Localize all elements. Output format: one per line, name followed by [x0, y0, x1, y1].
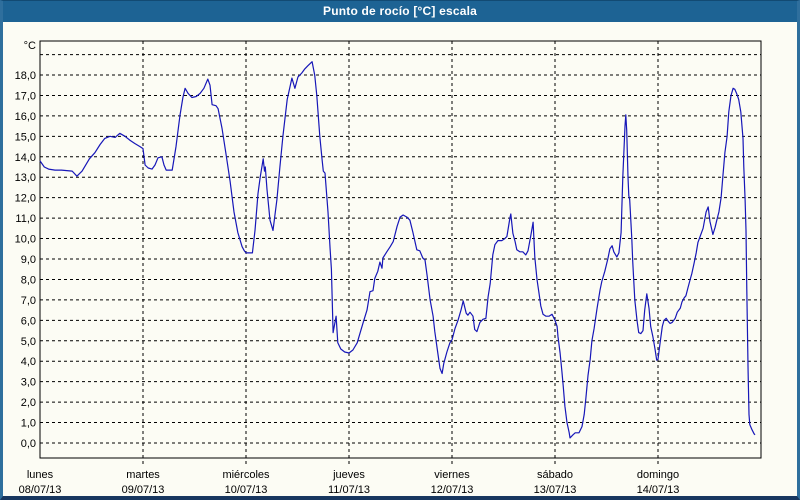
- dew-point-chart: °C 0,0 1,0 2,0 3,0 4,0 5,0 6,0 7,0 8,0 9,0 10,0 11,0…: [15, 40, 762, 496]
- y-tick-label: 15,0: [15, 131, 36, 143]
- x-day-name: lunes: [27, 469, 54, 481]
- x-day-date: 13/07/13: [534, 484, 577, 496]
- y-tick-label: 4,0: [21, 356, 36, 368]
- x-day-name: sábado: [537, 469, 573, 481]
- y-tick-label: 3,0: [21, 377, 36, 389]
- y-tick-label: 8,0: [21, 274, 36, 286]
- y-tick-label: 0,0: [21, 438, 36, 450]
- x-day-date: 08/07/13: [19, 484, 62, 496]
- y-tick-label: 14,0: [15, 152, 36, 164]
- y-tick-label: 18,0: [15, 70, 36, 82]
- chart-area: °C 0,0 1,0 2,0 3,0 4,0 5,0 6,0 7,0 8,0 9,0 10,0 11,0…: [3, 22, 797, 496]
- title-bar: Punto de rocío [°C] escala: [3, 1, 797, 22]
- y-tick-label: 6,0: [21, 315, 36, 327]
- y-tick-label: 11,0: [15, 213, 36, 225]
- x-day-date: 14/07/13: [637, 484, 680, 496]
- y-tick-label: 5,0: [21, 336, 36, 348]
- y-tick-label: 17,0: [15, 90, 36, 102]
- chart-title: Punto de rocío [°C] escala: [322, 4, 478, 18]
- x-day-name: viernes: [434, 469, 470, 481]
- plot-border: [39, 40, 762, 459]
- x-day-date: 12/07/13: [431, 484, 474, 496]
- x-day-name: martes: [126, 469, 160, 481]
- y-tick-label: 2,0: [21, 397, 36, 409]
- y-tick-label: 12,0: [15, 193, 36, 205]
- x-day-name: jueves: [332, 469, 365, 481]
- y-tick-label: 16,0: [15, 111, 36, 123]
- y-tick-label: 13,0: [15, 172, 36, 184]
- x-day-date: 09/07/13: [122, 484, 165, 496]
- y-tick-label: 1,0: [21, 418, 36, 430]
- y-tick-label: 10,0: [15, 234, 36, 246]
- dew-point-line: [39, 61, 756, 439]
- x-day-date: 10/07/13: [225, 484, 268, 496]
- x-day-name: domingo: [637, 469, 679, 481]
- x-day-name: miércoles: [222, 469, 270, 481]
- x-day-date: 11/07/13: [328, 484, 370, 496]
- y-tick-label: 7,0: [21, 295, 36, 307]
- y-axis-unit-label: °C: [24, 40, 36, 52]
- y-tick-label: 9,0: [21, 254, 36, 266]
